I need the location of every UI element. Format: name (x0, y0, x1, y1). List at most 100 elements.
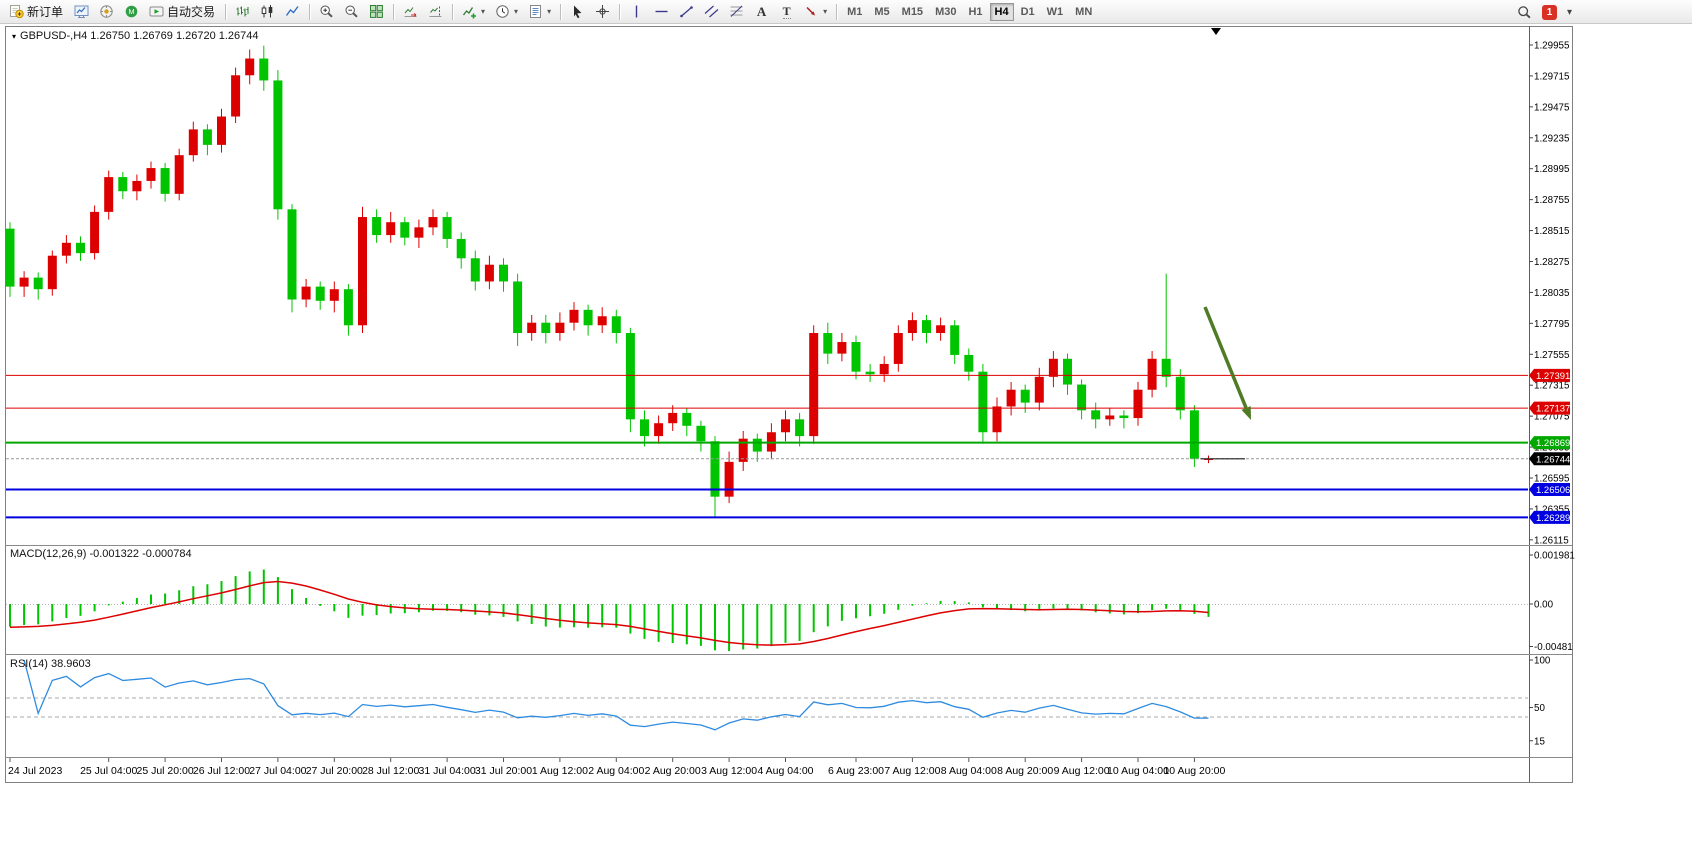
candle-bullish (555, 322, 565, 334)
candle-bullish (809, 333, 819, 437)
candle-bearish (978, 371, 988, 433)
trendline-icon (679, 4, 694, 19)
new-order-button-label: 新订单 (27, 5, 64, 19)
indicators-button[interactable]: ▾ (458, 2, 489, 22)
candle-bullish (1105, 415, 1115, 420)
candlestick-chart-button[interactable] (256, 2, 279, 22)
timeframe-m15-button[interactable]: M15 (897, 3, 928, 21)
crosshair-button[interactable] (591, 2, 614, 22)
price-axis-label: 1.29955 (1534, 41, 1570, 52)
candle-bearish (513, 281, 523, 334)
price-axis-label: 1.29475 (1534, 102, 1570, 113)
candle-bullish (992, 406, 1002, 433)
candle-bullish (174, 155, 184, 194)
price-tag-label: 1.26869 (1536, 438, 1570, 449)
time-axis-label: 2 Aug 04:00 (588, 765, 644, 777)
timeframe-m30-button[interactable]: M30 (930, 3, 961, 21)
candle-bullish (1147, 358, 1157, 390)
candle-bearish (583, 309, 593, 326)
price-axis-label: 1.27315 (1534, 381, 1570, 392)
arrow-obj-icon (804, 4, 819, 19)
fibonacci-button[interactable] (725, 2, 748, 22)
chart-shift-marker[interactable] (1211, 28, 1221, 35)
price-tag (1529, 368, 1570, 382)
tile-windows-button[interactable] (365, 2, 388, 22)
notification-badge[interactable]: 1 (1542, 4, 1557, 20)
toolbar-overflow-button[interactable]: ▾ (1563, 2, 1576, 22)
channel-button[interactable] (700, 2, 723, 22)
price-axis[interactable] (1529, 26, 1572, 782)
candle-bullish (668, 412, 678, 424)
candles-icon (260, 4, 275, 19)
rsi-axis-label: 15 (1534, 736, 1545, 747)
metaeditor-button[interactable] (70, 2, 93, 22)
candle-bullish (837, 342, 847, 354)
candle-bullish (19, 277, 29, 287)
timeframe-m1-button[interactable]: M1 (842, 3, 867, 21)
candle-bullish (597, 316, 607, 326)
time-axis-label: 25 Jul 04:00 (80, 765, 137, 777)
candle-bullish (893, 333, 903, 364)
timeframe-h4-button[interactable]: H4 (989, 2, 1014, 21)
search-button[interactable] (1513, 2, 1536, 22)
text-button[interactable]: A (750, 2, 773, 22)
candle-bearish (343, 289, 353, 326)
candle-bearish (823, 333, 833, 354)
price-tag-label: 1.27137 (1536, 404, 1570, 415)
clock-icon (495, 4, 510, 19)
search-icon (1517, 5, 1532, 20)
timeframe-d1-button[interactable]: D1 (1016, 3, 1040, 21)
new-order-button[interactable]: 新订单 (5, 2, 68, 22)
crosshair-icon (595, 4, 610, 19)
time-axis-label: 4 Aug 04:00 (757, 765, 813, 777)
candle-bullish (245, 58, 255, 76)
metaquotes-community-button[interactable] (95, 2, 118, 22)
timeframe-w1-button[interactable]: W1 (1042, 3, 1069, 21)
candle-bearish (1020, 389, 1030, 403)
candle-bearish (696, 425, 706, 442)
candle-bullish (907, 320, 917, 334)
dropdown-arrow-icon: ▾ (823, 7, 828, 16)
price-axis-label: 1.27075 (1534, 412, 1570, 423)
chart-shift-button[interactable] (424, 2, 447, 22)
arrow-object-line[interactable] (1203, 306, 1248, 409)
auto-scroll-button[interactable] (399, 2, 422, 22)
vertical-line-button[interactable] (625, 2, 648, 22)
candle-bullish (724, 461, 734, 497)
arrow-object-head[interactable] (1241, 406, 1251, 420)
arrows-button[interactable]: ▾ (800, 2, 831, 22)
autotrading-button[interactable]: 自动交易 (145, 2, 220, 22)
tile-icon (369, 4, 384, 19)
bar-chart-button[interactable] (231, 2, 254, 22)
periods-button[interactable]: ▾ (491, 2, 522, 22)
time-axis-label: 1 Aug 12:00 (532, 765, 588, 777)
candle-bearish (1175, 376, 1185, 411)
time-axis[interactable] (5, 757, 1529, 782)
mql5-button[interactable]: M (120, 2, 143, 22)
line-chart-button[interactable] (281, 2, 304, 22)
candle-bullish (936, 325, 946, 334)
price-tag-label: 1.26744 (1536, 454, 1570, 465)
horizontal-line-button[interactable] (650, 2, 673, 22)
timeframe-h1-button[interactable]: H1 (963, 3, 987, 21)
trendline-button[interactable] (675, 2, 698, 22)
line-icon (285, 4, 300, 19)
candle-bearish (1161, 358, 1171, 377)
candle-bullish (1034, 376, 1044, 403)
textA-icon: A (756, 4, 767, 19)
timeframe-mn-button[interactable]: MN (1070, 3, 1097, 21)
toolbar-right: 1 ▾ (1512, 2, 1577, 22)
zoom-in-button[interactable] (315, 2, 338, 22)
price-axis-label: 1.29235 (1534, 133, 1570, 144)
candle-bullish (188, 129, 198, 156)
cursor-button[interactable] (566, 2, 589, 22)
time-axis-label: 9 Aug 12:00 (1054, 765, 1110, 777)
label-button[interactable]: T (775, 2, 798, 22)
one-click-trading-toggle[interactable]: ▾ (12, 32, 17, 41)
templates-button[interactable]: ▾ (524, 2, 555, 22)
zoom-out-button[interactable] (340, 2, 363, 22)
candle-bearish (541, 322, 551, 334)
candle-bearish (625, 333, 635, 420)
timeframe-m5-button[interactable]: M5 (869, 3, 894, 21)
